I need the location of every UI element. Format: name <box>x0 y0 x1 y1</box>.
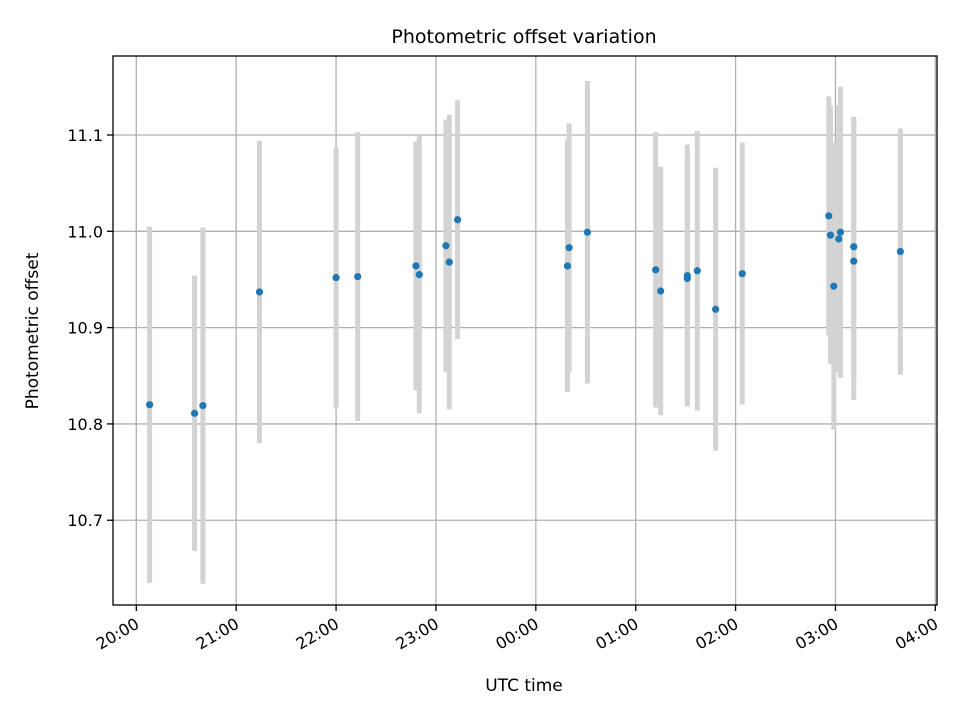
y-tick-label: 10.9 <box>67 319 103 338</box>
data-point <box>896 247 904 256</box>
data-point <box>354 272 362 281</box>
y-tick-label: 10.8 <box>67 415 103 434</box>
data-point <box>738 270 746 278</box>
data-point <box>850 257 858 265</box>
data-point <box>563 262 572 270</box>
plot-frame <box>112 55 938 606</box>
data-points <box>146 212 904 417</box>
data-point <box>415 271 423 279</box>
data-point <box>657 287 665 295</box>
data-point <box>830 282 838 290</box>
chart-title: Photometric offset variation <box>391 26 656 48</box>
y-tick-label: 11.1 <box>67 126 103 145</box>
data-point <box>565 244 573 252</box>
data-point <box>453 216 462 224</box>
data-point <box>652 266 660 274</box>
data-point <box>442 242 450 250</box>
data-point <box>146 401 154 409</box>
data-point <box>836 228 845 236</box>
data-point <box>826 231 835 239</box>
x-axis-title: UTC time <box>485 676 563 696</box>
data-point <box>199 402 207 410</box>
data-point <box>190 409 199 417</box>
data-point <box>693 267 701 275</box>
data-point <box>583 228 592 236</box>
grid <box>113 56 937 605</box>
data-point <box>332 273 340 282</box>
data-point <box>412 262 420 270</box>
data-point <box>835 235 843 243</box>
y-axis: 10.7 10.8 10.9 11.0 11.1 <box>67 126 113 530</box>
data-point <box>850 243 858 251</box>
y-tick-label: 10.7 <box>67 511 103 530</box>
data-point <box>683 274 691 283</box>
y-axis-title: Photometric offset <box>23 252 43 409</box>
data-point <box>712 305 720 313</box>
data-point <box>255 288 264 296</box>
data-point <box>825 212 833 220</box>
y-tick-label: 11.0 <box>67 222 103 241</box>
data-point <box>445 258 453 266</box>
